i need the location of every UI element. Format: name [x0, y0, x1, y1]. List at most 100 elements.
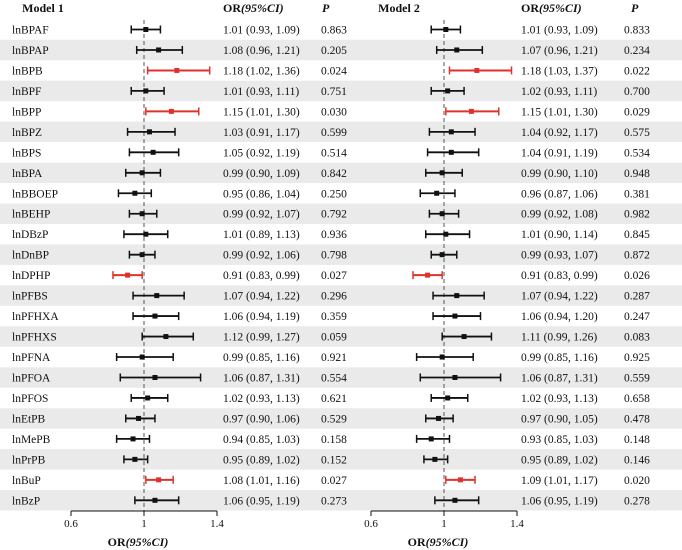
or-ci-value: 0.99 (0.85, 1.16): [521, 352, 598, 364]
or-ci-value: 1.11 (0.99, 1.26): [521, 332, 597, 344]
row-label: lnBPF: [12, 86, 41, 98]
row-band: [0, 449, 682, 470]
ci-header-label: (95%CI): [539, 1, 582, 15]
or-ci-value: 1.02 (0.93, 1.13): [223, 393, 300, 405]
p-value: 0.359: [321, 311, 347, 323]
row-label: lnBPZ: [12, 127, 42, 139]
point-estimate: [443, 27, 449, 32]
or-ci-value: 0.99 (0.90, 1.09): [223, 168, 300, 180]
row-label: lnBPS: [12, 147, 41, 159]
or-ci-value: 1.06 (0.87, 1.31): [223, 372, 300, 384]
point-estimate: [432, 456, 438, 462]
row-band: [0, 162, 682, 184]
or-ci-value: 1.04 (0.91, 1.19): [521, 147, 598, 159]
model-title: Model 1: [22, 1, 64, 15]
p-value: 0.534: [624, 147, 650, 159]
or-header-label: OR: [521, 1, 539, 15]
row-band: [0, 408, 682, 429]
row-label: lnBPP: [12, 106, 41, 118]
point-estimate: [136, 415, 142, 421]
x-axis-title: OR(95%CI): [408, 535, 469, 549]
point-estimate: [468, 108, 474, 114]
point-estimate: [156, 47, 162, 53]
point-estimate: [163, 334, 169, 340]
p-value: 0.278: [624, 495, 650, 507]
point-estimate: [150, 149, 156, 155]
row-label: lnBPA: [12, 168, 43, 180]
p-value: 0.020: [624, 475, 650, 487]
p-value: 0.030: [321, 106, 347, 118]
point-estimate: [146, 129, 152, 135]
or-ci-value: 0.96 (0.87, 1.06): [521, 188, 598, 200]
or-ci-value: 1.03 (0.91, 1.17): [223, 127, 300, 139]
p-value: 0.554: [321, 372, 347, 384]
or-ci-value: 1.06 (0.95, 1.19): [223, 495, 300, 507]
p-value: 0.700: [624, 86, 650, 98]
point-estimate: [174, 67, 180, 73]
row-label: lnBEHP: [12, 209, 50, 221]
row-label: lnPFHXS: [12, 332, 57, 344]
or-column-header: OR(95%CI): [223, 1, 284, 15]
point-estimate: [139, 252, 145, 258]
point-estimate: [145, 395, 151, 401]
x-axis-title-ci: (95%CI): [426, 535, 469, 549]
p-value: 0.296: [321, 291, 347, 303]
x-tick-label: 1.4: [210, 518, 224, 530]
row-band: [0, 39, 682, 61]
row-label: lnMePB: [12, 434, 51, 446]
point-estimate: [152, 374, 158, 380]
point-estimate: [448, 149, 454, 155]
p-value: 0.833: [624, 25, 650, 37]
ci-header-label: (95%CI): [241, 1, 284, 15]
point-estimate: [452, 374, 458, 380]
or-ci-value: 0.99 (0.92, 1.07): [223, 209, 300, 221]
or-ci-value: 1.06 (0.94, 1.19): [223, 311, 300, 323]
or-ci-value: 1.06 (0.95, 1.19): [521, 495, 598, 507]
or-ci-value: 1.06 (0.94, 1.20): [521, 311, 598, 323]
x-axis-title: OR(95%CI): [108, 535, 169, 549]
p-value: 0.921: [321, 352, 347, 364]
p-value: 0.798: [321, 250, 347, 262]
or-ci-value: 1.12 (0.99, 1.27): [223, 332, 300, 344]
p-value: 0.948: [624, 168, 650, 180]
p-value: 0.024: [321, 65, 347, 77]
point-estimate: [445, 88, 451, 94]
point-estimate: [139, 211, 145, 217]
point-estimate: [139, 170, 145, 176]
or-ci-value: 1.01 (0.93, 1.11): [223, 86, 299, 98]
p-value: 0.287: [624, 291, 650, 303]
x-tick-label: 0.6: [364, 518, 378, 530]
p-value: 0.146: [624, 454, 650, 466]
or-ci-value: 1.04 (0.92, 1.17): [521, 127, 598, 139]
p-value: 0.478: [624, 413, 650, 425]
row-label: lnDPHP: [12, 270, 50, 282]
row-label: lnBzP: [12, 495, 40, 507]
p-value: 0.529: [321, 413, 347, 425]
p-value: 0.575: [624, 127, 650, 139]
or-ci-value: 1.01 (0.89, 1.13): [223, 229, 300, 241]
point-estimate: [443, 231, 449, 237]
p-value: 0.022: [624, 65, 650, 77]
row-band: [0, 80, 682, 102]
x-tick-label: 1: [141, 518, 147, 530]
point-estimate: [152, 497, 158, 503]
x-axis-title-ci: (95%CI): [126, 535, 169, 549]
or-ci-value: 0.91 (0.83, 0.99): [521, 270, 598, 282]
or-ci-value: 0.99 (0.93, 1.07): [521, 250, 598, 262]
row-label: lnBPB: [12, 65, 43, 77]
p-value: 0.842: [321, 168, 347, 180]
or-ci-value: 1.08 (0.96, 1.21): [223, 45, 300, 57]
p-column-header: P: [631, 1, 639, 15]
point-estimate: [439, 354, 445, 360]
or-ci-value: 0.97 (0.90, 1.05): [521, 413, 598, 425]
point-estimate: [143, 88, 149, 94]
point-estimate: [474, 67, 480, 73]
p-value: 0.029: [624, 106, 650, 118]
p-value: 0.148: [624, 434, 650, 446]
p-value: 0.658: [624, 393, 650, 405]
point-estimate: [454, 47, 460, 53]
p-value: 0.234: [624, 45, 650, 57]
point-estimate: [461, 334, 467, 340]
or-ci-value: 0.97 (0.90, 1.06): [223, 413, 300, 425]
